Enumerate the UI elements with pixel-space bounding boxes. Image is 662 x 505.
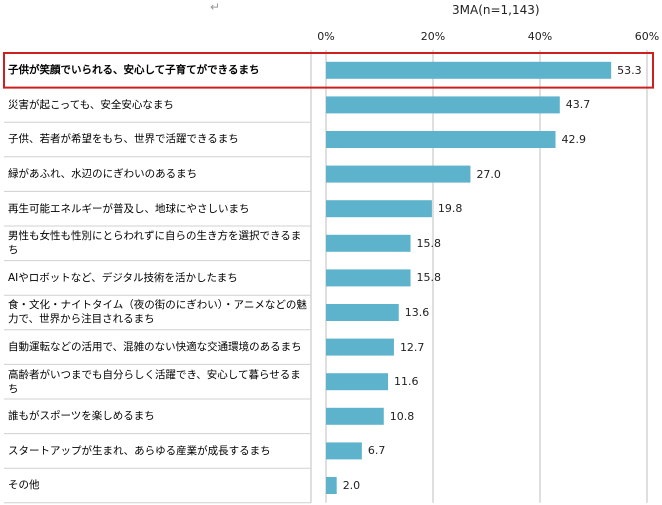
bar: [326, 407, 384, 425]
bar: [326, 165, 471, 183]
category-label: 誰もがスポーツを楽しめるまち: [8, 410, 155, 423]
bar: [326, 304, 399, 321]
bar: [326, 373, 389, 391]
x-tick-label: 40%: [527, 30, 553, 43]
value-label: 53.3: [617, 63, 642, 77]
category-label: AIやロボットなど、デジタル技術を活かしたまち: [8, 271, 238, 284]
value-label: 12.7: [399, 340, 425, 354]
category-label: その他: [8, 479, 40, 492]
value-label: 11.6: [394, 375, 419, 389]
bar: [326, 234, 411, 252]
category-label: 食・文化・ナイトタイム（夜の街のにぎわい）・アニメなどの魅力で、世界から注目され…: [8, 299, 307, 326]
value-label: 15.8: [416, 236, 442, 250]
bar: [326, 131, 556, 148]
category-label: 再生可能エネルギーが普及し、地球にやさしいまち: [8, 202, 250, 215]
category-label: 子供、若者が希望をもち、世界で活躍できるまち: [8, 133, 239, 146]
chart-title: 3MA(n=1,143): [452, 3, 540, 17]
bar: [326, 96, 560, 114]
value-label: 6.7: [367, 444, 386, 458]
x-tick-label: 60%: [634, 30, 660, 43]
bar: [326, 477, 337, 494]
bar: [326, 338, 394, 356]
category-label: 災害が起こっても、安全安心なまち: [8, 98, 174, 111]
value-label: 27.0: [476, 167, 501, 181]
x-tick-label: 20%: [420, 30, 446, 43]
value-label: 15.8: [416, 271, 442, 285]
value-label: 42.9: [561, 133, 587, 146]
category-label: 子供が笑顔でいられる、安心して子育てができるまち: [8, 64, 260, 77]
category-label: 自動運転などの活用で、混雑のない快適な交通環境のあるまち: [8, 341, 302, 354]
return-arrow-icon: ↵: [210, 0, 221, 14]
x-tick-label: 0%: [317, 30, 335, 43]
value-label: 10.8: [389, 409, 415, 423]
bar: [326, 61, 612, 79]
highlight-box: [3, 52, 654, 89]
category-label: 高齢者がいつまでも自分らしく活躍でき、安心して暮らせるまち: [8, 368, 301, 395]
value-label: 13.6: [404, 306, 430, 319]
bar: [326, 442, 362, 460]
bar: [326, 269, 411, 287]
value-label: 2.0: [342, 479, 361, 492]
category-label: 男性も女性も性別にとらわれずに自らの生き方を選択できるまち: [8, 230, 302, 257]
category-label: スタートアップが生まれ、あらゆる産業が成長するまち: [8, 444, 271, 457]
category-label: 緑があふれ、水辺のにぎわいのあるまち: [8, 168, 198, 181]
value-label: 19.8: [437, 202, 463, 216]
value-label: 43.7: [565, 98, 591, 112]
bar: [326, 200, 432, 218]
